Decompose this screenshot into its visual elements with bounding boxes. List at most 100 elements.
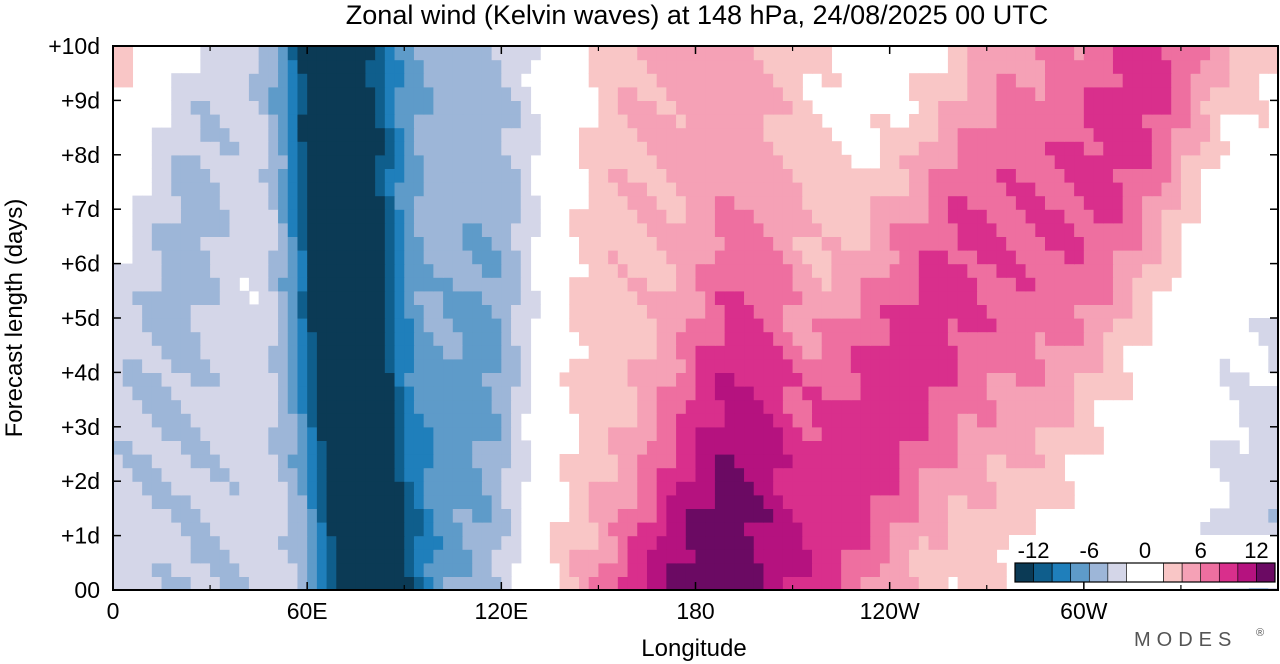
field-cell [559,467,570,482]
field-cell [879,222,891,237]
field-cell [161,222,172,237]
field-cell [967,345,978,360]
field-cell [812,168,823,183]
field-cell [520,263,532,278]
field-cell [831,345,842,360]
field-cell [491,399,502,414]
field-cell [918,277,930,292]
field-cell [200,114,211,129]
field-cell [481,386,493,401]
field-cell [1015,508,1027,523]
field-cell [646,59,658,74]
field-cell [1045,46,1056,61]
field-cell [996,46,1007,61]
field-cell [491,236,502,251]
field-cell [977,250,988,265]
field-cell [258,372,269,387]
field-cell [200,222,211,237]
field-cell [782,250,794,265]
field-cell [413,59,425,74]
field-cell [1112,86,1124,101]
field-cell [986,494,998,509]
field-cell [909,209,920,224]
field-cell [511,209,522,224]
field-cell [666,86,677,101]
field-cell [462,168,473,183]
field-cell [831,562,842,577]
field-cell [307,114,318,129]
field-cell [724,46,735,61]
field-cell [1045,358,1056,373]
field-cell [336,331,347,346]
field-cell [1025,73,1036,88]
field-cell [909,549,920,564]
field-cell [579,318,590,333]
field-cell [161,562,172,577]
field-cell [1219,141,1231,156]
field-cell [161,426,172,441]
field-cell [297,508,308,523]
field-cell [947,562,959,577]
field-cell [384,195,396,210]
field-cell [1054,358,1066,373]
field-cell [627,535,638,550]
field-cell [375,46,386,61]
field-cell [928,209,939,224]
field-cell [947,168,959,183]
field-cell [287,358,299,373]
field-cell [1210,454,1221,469]
field-cell [210,562,221,577]
field-cell [210,127,221,142]
field-cell [520,331,532,346]
field-cell [957,318,968,333]
field-cell [268,508,279,523]
field-cell [210,277,221,292]
field-cell [608,73,619,88]
field-cell [297,73,308,88]
field-cell [258,426,269,441]
field-cell [151,467,163,482]
field-cell [113,454,124,469]
field-cell [142,494,153,509]
field-cell [899,141,910,156]
field-cell [511,168,522,183]
field-cell [850,426,862,441]
field-cell [753,535,765,550]
field-cell [151,358,163,373]
field-cell [113,290,124,305]
field-cell [909,127,920,142]
field-cell [918,222,930,237]
field-cell [472,250,483,265]
field-cell [1219,86,1231,101]
field-cell [850,549,862,564]
field-cell [646,168,658,183]
field-cell [278,467,289,482]
field-cell [1006,182,1017,197]
field-cell [695,331,706,346]
field-cell [122,372,134,387]
field-cell [1180,168,1192,183]
field-cell [967,413,978,428]
field-cell [588,481,600,496]
field-cell [608,182,619,197]
field-cell [394,345,405,360]
field-cell [132,250,143,265]
field-cell [297,127,308,142]
field-cell [909,114,920,129]
field-cell [608,250,619,265]
field-cell [423,100,434,115]
field-cell [268,522,279,537]
field-cell [326,263,337,278]
field-cell [229,358,240,373]
field-cell [161,304,172,319]
field-cell [307,127,318,142]
field-cell [928,182,939,197]
field-cell [579,127,590,142]
field-cell [782,114,794,129]
field-cell [637,59,648,74]
field-cell [278,73,289,88]
field-cell [1151,59,1163,74]
field-cell [113,399,124,414]
field-cell [695,59,706,74]
field-cell [1015,304,1027,319]
